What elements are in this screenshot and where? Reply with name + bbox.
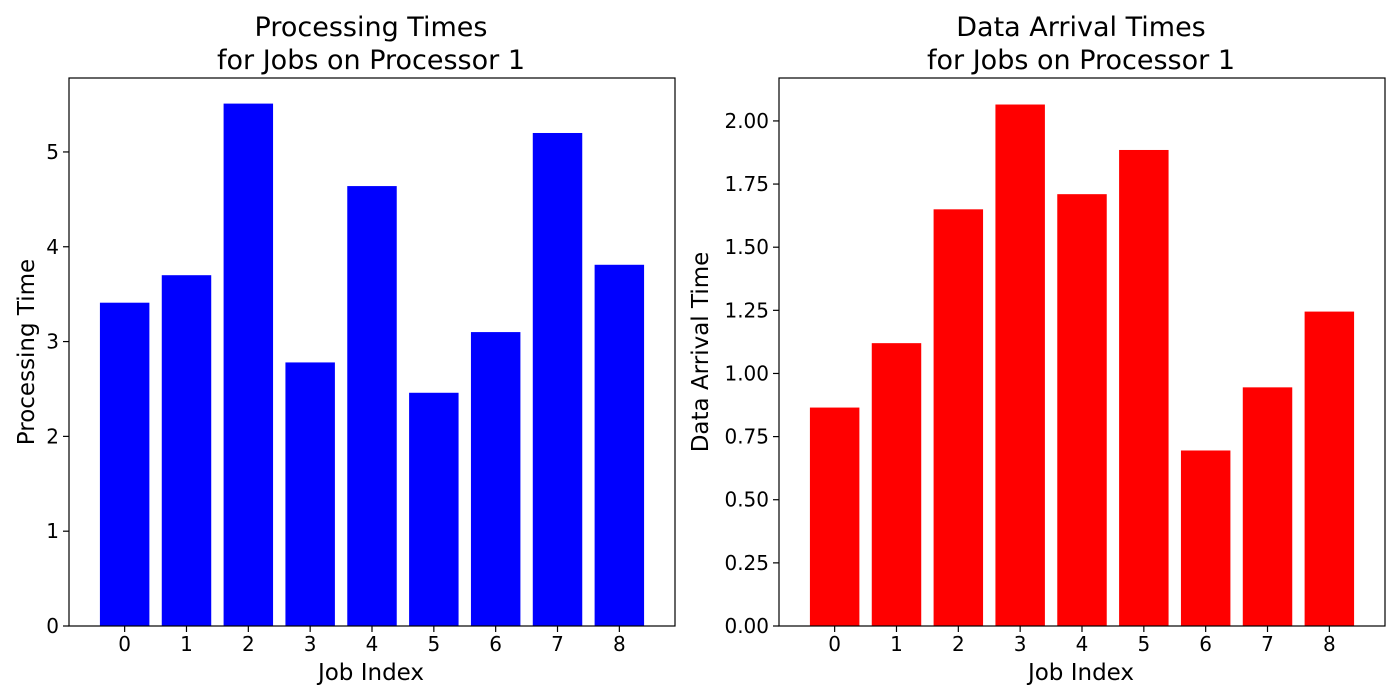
bar-job-1	[161, 275, 212, 626]
chart-title-line-2: for Jobs on Processor 1	[217, 45, 525, 76]
y-ticks-group: 0 1 2 3 4 5	[46, 140, 69, 638]
y-tick-label: 5	[46, 140, 59, 164]
bar-job-7	[1242, 387, 1293, 626]
bar-job-8	[594, 264, 645, 626]
bar-job-6	[1180, 450, 1231, 626]
x-tick-label: 4	[1076, 632, 1089, 656]
x-axis-label: Job Index	[316, 660, 424, 686]
y-tick-label: 1.75	[724, 172, 769, 196]
bar-job-6	[470, 332, 521, 626]
bar-job-1	[871, 343, 922, 626]
y-tick-label: 0.75	[724, 425, 769, 449]
y-axis-label: Processing Time	[14, 259, 40, 445]
bar-job-8	[1304, 311, 1355, 626]
bar-job-4	[347, 186, 397, 626]
bar-job-2	[223, 103, 274, 627]
x-tick-label: 3	[1014, 632, 1027, 656]
x-tick-label: 1	[180, 632, 193, 656]
bar-job-7	[532, 132, 583, 627]
y-tick-label: 1	[46, 519, 59, 543]
x-tick-label: 8	[1323, 632, 1336, 656]
y-tick-label: 0	[46, 614, 59, 638]
y-tick-label: 0.25	[724, 551, 769, 575]
plot-frame	[68, 77, 676, 627]
x-tick-label: 7	[551, 632, 564, 656]
y-tick-label: 2	[46, 424, 59, 448]
y-axis-label: Data Arrival Time	[688, 252, 714, 453]
processing-times-chart: Processing Times for Jobs on Processor 1…	[14, 12, 676, 686]
bar-job-5	[1119, 149, 1169, 626]
y-ticks-group: 0.00 0.25 0.50 0.75 1.00 1.25 1.50 1.75 2.00	[724, 109, 779, 638]
x-tick-label: 1	[890, 632, 903, 656]
x-tick-label: 6	[1199, 632, 1212, 656]
bar-job-4	[1057, 194, 1107, 627]
x-tick-label: 8	[613, 632, 626, 656]
x-tick-label: 2	[952, 632, 965, 656]
x-axis-label: Job Index	[1026, 660, 1134, 686]
y-tick-label: 1.50	[724, 235, 769, 259]
chart-title-line-2: for Jobs on Processor 1	[927, 45, 1235, 76]
bar-job-2	[933, 209, 984, 626]
y-tick-label: 3	[46, 330, 59, 354]
chart-title-line-1: Data Arrival Times	[956, 12, 1206, 43]
x-tick-label: 7	[1261, 632, 1274, 656]
chart-title-line-1: Processing Times	[255, 12, 488, 43]
y-tick-label: 0.50	[724, 488, 769, 512]
x-tick-label: 0	[118, 632, 131, 656]
y-tick-label: 1.25	[724, 298, 769, 322]
bar-job-3	[285, 362, 335, 626]
x-tick-label: 4	[366, 632, 379, 656]
y-tick-label: 0.00	[724, 614, 769, 638]
y-tick-label: 1.00	[724, 361, 769, 385]
x-ticks-group: 0 1 2 3 4 5 6 7 8	[118, 626, 626, 656]
x-tick-label: 6	[489, 632, 502, 656]
bar-job-0	[809, 407, 860, 626]
x-tick-label: 3	[304, 632, 317, 656]
x-tick-label: 5	[427, 632, 440, 656]
plot-frame	[778, 77, 1386, 627]
x-tick-label: 2	[242, 632, 255, 656]
bar-job-3	[995, 104, 1045, 626]
y-tick-label: 2.00	[724, 109, 769, 133]
x-tick-label: 5	[1137, 632, 1150, 656]
bar-job-5	[409, 392, 459, 626]
x-ticks-group: 0 1 2 3 4 5 6 7 8	[828, 626, 1336, 656]
bars-group	[99, 103, 645, 627]
data-arrival-times-chart: Data Arrival Times for Jobs on Processor…	[688, 12, 1386, 686]
bar-job-0	[99, 302, 150, 626]
x-tick-label: 0	[828, 632, 841, 656]
y-tick-label: 4	[46, 235, 59, 259]
bars-group	[809, 104, 1355, 627]
